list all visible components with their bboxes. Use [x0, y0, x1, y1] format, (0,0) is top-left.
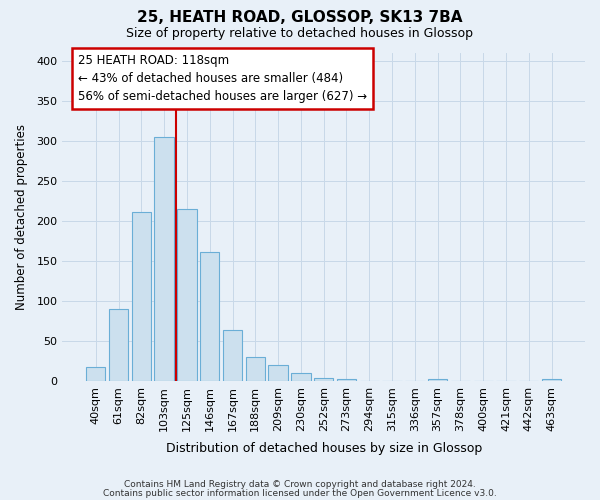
Bar — [291, 373, 311, 381]
Text: 25 HEATH ROAD: 118sqm
← 43% of detached houses are smaller (484)
56% of semi-det: 25 HEATH ROAD: 118sqm ← 43% of detached … — [78, 54, 367, 103]
Bar — [177, 210, 197, 381]
Bar — [337, 380, 356, 381]
Bar — [542, 380, 561, 381]
Bar — [223, 330, 242, 381]
Y-axis label: Number of detached properties: Number of detached properties — [15, 124, 28, 310]
Text: Size of property relative to detached houses in Glossop: Size of property relative to detached ho… — [127, 28, 473, 40]
Text: 25, HEATH ROAD, GLOSSOP, SK13 7BA: 25, HEATH ROAD, GLOSSOP, SK13 7BA — [137, 10, 463, 25]
Text: Contains public sector information licensed under the Open Government Licence v3: Contains public sector information licen… — [103, 488, 497, 498]
Bar — [245, 357, 265, 381]
Bar — [86, 368, 106, 381]
Bar — [154, 136, 174, 381]
Bar — [314, 378, 334, 381]
Bar — [428, 380, 447, 381]
X-axis label: Distribution of detached houses by size in Glossop: Distribution of detached houses by size … — [166, 442, 482, 455]
Bar — [131, 212, 151, 381]
Text: Contains HM Land Registry data © Crown copyright and database right 2024.: Contains HM Land Registry data © Crown c… — [124, 480, 476, 489]
Bar — [109, 309, 128, 381]
Bar — [200, 252, 220, 381]
Bar — [268, 365, 288, 381]
